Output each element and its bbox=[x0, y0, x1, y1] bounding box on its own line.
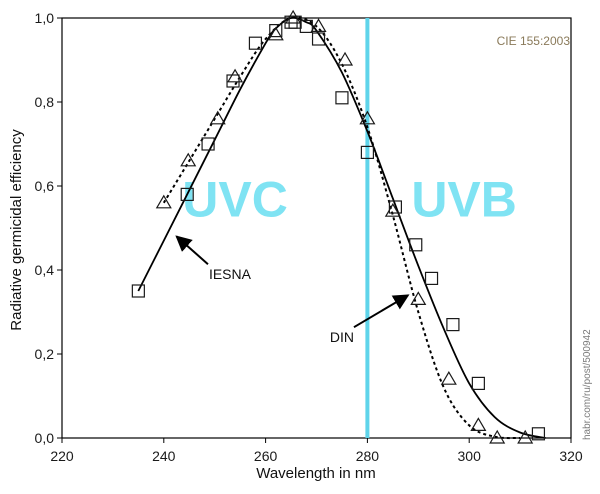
iesna-point bbox=[446, 318, 460, 332]
din-point bbox=[336, 51, 354, 66]
cie-badge: CIE 155:2003 bbox=[497, 34, 571, 48]
x-tick-label: 320 bbox=[559, 448, 583, 464]
din-point bbox=[410, 291, 427, 305]
iesna-point bbox=[311, 32, 326, 46]
x-tick-label: 280 bbox=[356, 448, 380, 464]
iesna-point bbox=[180, 187, 194, 201]
din-point bbox=[180, 152, 197, 167]
series-line-iesna bbox=[137, 16, 546, 439]
din-point bbox=[470, 417, 487, 431]
uvb-region-label: UVB bbox=[411, 172, 517, 228]
annotation-arrow-iesna bbox=[175, 235, 209, 265]
x-tick-label: 300 bbox=[458, 448, 482, 464]
y-tick-label: 1,0 bbox=[35, 10, 55, 26]
din-point bbox=[489, 429, 506, 444]
iesna-point bbox=[131, 284, 145, 298]
din-label: DIN bbox=[330, 329, 354, 345]
annotation-arrow-din bbox=[353, 294, 410, 329]
iesna-point bbox=[335, 91, 349, 105]
din-point bbox=[267, 26, 284, 41]
y-tick-label: 0,8 bbox=[35, 94, 55, 110]
din-point bbox=[310, 18, 327, 32]
din-point bbox=[440, 371, 457, 385]
iesna-point bbox=[201, 137, 215, 151]
iesna-point bbox=[288, 15, 302, 29]
x-tick-label: 240 bbox=[152, 448, 176, 464]
x-tick-label: 220 bbox=[50, 448, 74, 464]
x-axis-title: Wavelength in nm bbox=[256, 465, 376, 482]
iesna-label: IESNA bbox=[209, 266, 252, 282]
iesna-point bbox=[531, 427, 546, 441]
din-point bbox=[209, 110, 226, 125]
din-point bbox=[517, 429, 534, 444]
y-tick-label: 0,4 bbox=[35, 262, 55, 278]
iesna-point bbox=[409, 238, 423, 252]
din-point bbox=[155, 194, 172, 209]
x-tick-label: 260 bbox=[254, 448, 278, 464]
iesna-point bbox=[248, 36, 263, 50]
y-tick-label: 0,2 bbox=[35, 346, 55, 362]
plot-frame bbox=[61, 17, 572, 439]
iesna-point bbox=[471, 376, 485, 390]
iesna-point bbox=[269, 24, 283, 38]
din-point bbox=[359, 110, 376, 125]
iesna-point bbox=[226, 74, 240, 88]
y-tick-label: 0,0 bbox=[35, 430, 55, 446]
series-line-din bbox=[162, 16, 521, 440]
watermark: habr.com/ru/post/500942 bbox=[582, 329, 593, 440]
uvc-region-label: UVC bbox=[182, 172, 288, 228]
iesna-point bbox=[388, 200, 402, 214]
plot-area: 220 240 260 280 300 320 0,0 0,2 0,4 0,6 0,8 1,0 bbox=[35, 9, 583, 464]
y-tick-label: 0,6 bbox=[35, 178, 55, 194]
din-point bbox=[227, 68, 244, 83]
y-axis-title: Radiative germicidal efficiency bbox=[8, 129, 25, 331]
din-point bbox=[285, 9, 302, 24]
iesna-point bbox=[299, 19, 313, 33]
din-point bbox=[384, 203, 401, 217]
iesna-point bbox=[424, 271, 439, 285]
iesna-point bbox=[360, 145, 374, 159]
